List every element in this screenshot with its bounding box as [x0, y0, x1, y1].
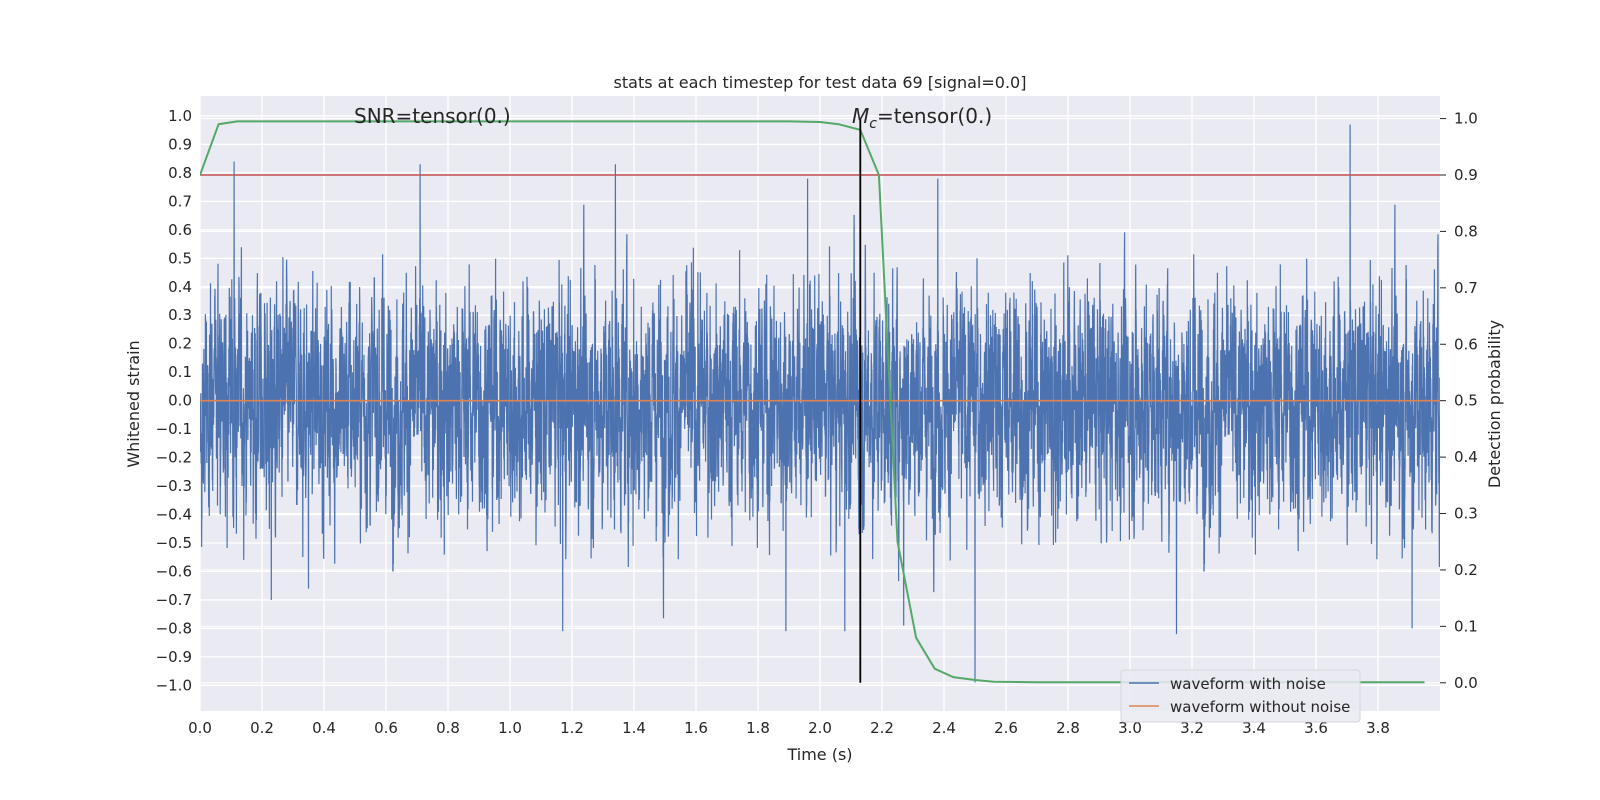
legend-label-clean: waveform without noise [1170, 698, 1350, 716]
y-right-tick-label: 1.0 [1454, 110, 1478, 128]
x-tick-label: 1.2 [560, 719, 584, 737]
x-tick-label: 2.8 [1056, 719, 1080, 737]
x-tick-label: 3.0 [1118, 719, 1142, 737]
chart-title: stats at each timestep for test data 69 … [614, 73, 1027, 92]
y-left-tick-label: 1.0 [168, 107, 192, 125]
y-left-tick-label: −0.7 [156, 591, 192, 609]
y-right-tick-label: 0.7 [1454, 279, 1478, 297]
y-right-tick-label: 0.3 [1454, 505, 1478, 523]
y-left-tick-label: −0.2 [156, 449, 192, 467]
x-tick-label: 0.8 [436, 719, 460, 737]
y-left-tick-label: −0.8 [156, 619, 192, 637]
x-tick-label: 3.2 [1180, 719, 1204, 737]
x-tick-label: 3.4 [1242, 719, 1266, 737]
x-tick-label: 1.8 [746, 719, 770, 737]
x-tick-label: 1.6 [684, 719, 708, 737]
x-tick-label: 3.8 [1366, 719, 1390, 737]
y-left-tick-label: 0.6 [168, 221, 192, 239]
y-right-tick-label: 0.1 [1454, 617, 1478, 635]
series-waveform-with-noise [200, 124, 1440, 683]
y-left-tick-label: −0.5 [156, 534, 192, 552]
legend: waveform with noise waveform without noi… [1120, 669, 1361, 723]
y-left-tick-label: 0.9 [168, 135, 192, 153]
y-left-tick-labels: 1.0 0.9 0.8 0.7 0.6 0.5 0.4 0.3 0.2 0.1 0.0 −0.1 −0.… [156, 107, 192, 694]
y-left-tick-label: −0.4 [156, 506, 192, 524]
y-left-tick-label: 0.3 [168, 306, 192, 324]
x-tick-labels: 0.0 0.2 0.4 0.6 0.8 1.0 1.2 1.4 1.6 1.8 2.0 2.2 2.4 2… [188, 719, 1390, 737]
x-axis-label: Time (s) [786, 745, 852, 764]
y-left-tick-label: −0.6 [156, 562, 192, 580]
y-right-tick-label: 0.5 [1454, 392, 1478, 410]
y-right-tick-label: 0.6 [1454, 335, 1478, 353]
y-right-tick-label: 0.4 [1454, 448, 1478, 466]
x-tick-label: 0.4 [312, 719, 336, 737]
y-right-axis-label: Detection probability [1485, 320, 1504, 488]
x-tick-label: 0.0 [188, 719, 212, 737]
y-left-tick-label: −1.0 [156, 676, 192, 694]
x-tick-label: 3.6 [1304, 719, 1328, 737]
y-left-axis-label: Whitened strain [124, 340, 143, 467]
x-tick-label: 1.4 [622, 719, 646, 737]
y-right-tick-label: 0.2 [1454, 561, 1478, 579]
y-left-tick-label: −0.9 [156, 648, 192, 666]
x-tick-label: 2.2 [870, 719, 894, 737]
legend-box [1120, 669, 1361, 723]
y-right-tick-label: 0.9 [1454, 166, 1478, 184]
y-left-tick-label: −0.1 [156, 420, 192, 438]
x-tick-label: 1.0 [498, 719, 522, 737]
y-left-tick-label: 0.4 [168, 278, 192, 296]
mc-annotation: Mc=tensor(0.) [852, 104, 992, 132]
y-left-tick-label: 0.8 [168, 164, 192, 182]
y-left-tick-label: 0.5 [168, 249, 192, 267]
y-left-tick-label: 0.1 [168, 363, 192, 381]
y-right-tick-labels: 1.0 0.9 0.8 0.7 0.6 0.5 0.4 0.3 0.2 0.1 0.0 [1440, 110, 1478, 692]
y-left-tick-label: 0.7 [168, 192, 192, 210]
y-left-tick-label: −0.3 [156, 477, 192, 495]
x-tick-label: 0.6 [374, 719, 398, 737]
x-tick-label: 2.0 [808, 719, 832, 737]
y-left-tick-label: 0.0 [168, 392, 192, 410]
snr-annotation: SNR=tensor(0.) [354, 104, 511, 128]
y-right-tick-label: 0.8 [1454, 222, 1478, 240]
y-left-tick-label: 0.2 [168, 335, 192, 353]
x-tick-label: 2.4 [932, 719, 956, 737]
x-tick-label: 0.2 [250, 719, 274, 737]
legend-label-noise: waveform with noise [1170, 675, 1326, 693]
y-right-tick-label: 0.0 [1454, 674, 1478, 692]
x-tick-label: 2.6 [994, 719, 1018, 737]
